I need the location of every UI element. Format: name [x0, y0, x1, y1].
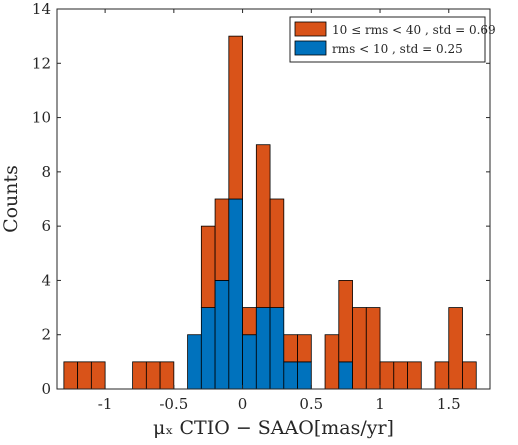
bar-rms-10-40-0	[63, 361, 79, 390]
bar-rms-10-40-2	[90, 361, 106, 390]
y-tick-label-3: 6	[41, 217, 51, 235]
y-tick-label-6: 12	[32, 54, 51, 72]
bar-rms-10-40-9	[228, 35, 243, 200]
y-axis-label: Counts	[0, 165, 22, 233]
bar-rms-lt-10-8	[214, 280, 230, 390]
bar-rms-10-40-13	[283, 334, 298, 363]
bar-rms-10-40-16	[338, 280, 353, 363]
bar-rms-lt-10-14	[297, 361, 312, 390]
bar-rms-10-40-7	[200, 225, 216, 308]
x-tick-label-4: 1	[375, 395, 385, 413]
bar-rms-10-40-11	[255, 144, 271, 308]
bar-rms-lt-10-11	[255, 307, 271, 390]
axes-box	[56, 8, 491, 390]
bar-rms-10-40-20	[393, 361, 408, 390]
bar-rms-10-40-15	[324, 334, 340, 390]
bar-rms-10-40-12	[269, 198, 285, 308]
bar-rms-10-40-14	[297, 334, 312, 363]
bar-rms-10-40-10	[242, 307, 257, 336]
bar-rms-lt-10-9	[228, 198, 243, 390]
y-tick-label-5: 10	[32, 109, 51, 127]
bar-rms-10-40-4	[145, 361, 161, 390]
bar-rms-10-40-17	[352, 307, 367, 390]
bar-rms-lt-10-16	[338, 361, 353, 390]
x-tick-label-5: 1.5	[437, 395, 461, 413]
bar-rms-10-40-24	[462, 361, 477, 390]
x-axis-label: μₓ CTIO − SAAO[mas/yr]	[153, 417, 394, 439]
y-tick-label-4: 8	[41, 163, 51, 181]
bar-rms-lt-10-12	[269, 307, 285, 390]
bar-rms-10-40-8	[214, 198, 230, 281]
y-tick-label-7: 14	[32, 0, 51, 18]
bar-rms-10-40-1	[77, 361, 92, 390]
y-tick-label-2: 4	[41, 271, 51, 289]
y-tick-label-0: 0	[41, 380, 51, 398]
x-tick-label-1: -0.5	[159, 395, 188, 413]
bar-rms-10-40-21	[407, 361, 422, 390]
legend-label-1: rms < 10 , std = 0.25	[332, 42, 463, 56]
legend-label-0: 10 ≤ rms < 40 , std = 0.69	[332, 23, 496, 37]
x-tick-label-0: -1	[98, 395, 113, 413]
bar-rms-lt-10-10	[242, 334, 257, 390]
bar-rms-10-40-22	[434, 361, 450, 390]
bar-rms-lt-10-13	[283, 361, 298, 390]
bars-group	[63, 35, 477, 390]
bar-rms-lt-10-6	[187, 334, 202, 390]
bar-rms-lt-10-7	[200, 307, 216, 390]
y-tick-label-1: 2	[41, 326, 51, 344]
bar-rms-10-40-5	[159, 361, 175, 390]
legend: 10 ≤ rms < 40 , std = 0.69 rms < 10 , std…	[289, 16, 496, 63]
x-tick-label-2: 0	[238, 395, 248, 413]
bar-rms-10-40-19	[379, 361, 395, 390]
x-tick-label-3: 0.5	[299, 395, 323, 413]
bar-rms-10-40-23	[448, 307, 463, 390]
ticks-group: -1 -0.5 0 0.5 1 1.5 0 2 4 6 8 10 12 14	[32, 0, 490, 413]
bar-rms-10-40-3	[132, 361, 147, 390]
legend-swatch-1	[294, 40, 327, 56]
bar-rms-10-40-18	[365, 307, 381, 390]
legend-swatch-0	[294, 21, 327, 37]
